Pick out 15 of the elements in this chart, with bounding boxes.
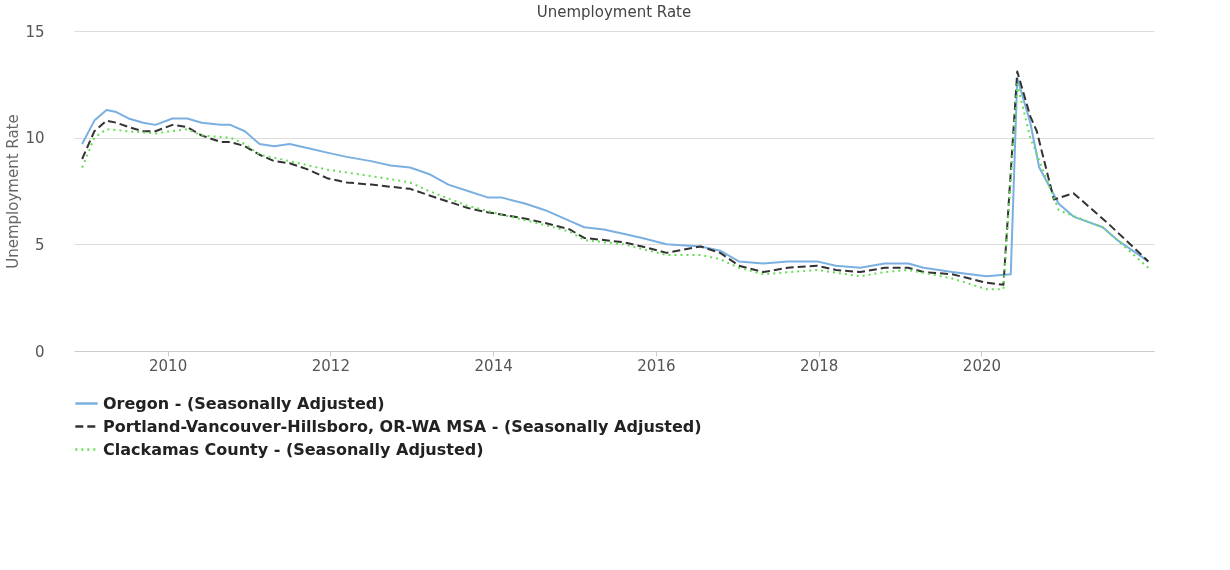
y-axis-title: Unemployment Rate	[4, 114, 23, 269]
legend-label: Clackamas County - (Seasonally Adjusted)	[103, 439, 484, 459]
x-tick-label: 2018	[800, 356, 839, 375]
x-tick-label: 2020	[962, 356, 1002, 375]
y-tick-label: 15	[25, 22, 45, 41]
y-tick-label: 0	[34, 342, 45, 361]
y-tick-label: 10	[25, 129, 45, 148]
chart-title: Unemployment Rate	[536, 3, 692, 21]
y-tick-label: 5	[34, 235, 45, 254]
x-tick-label: 2014	[474, 356, 513, 375]
x-tick-label: 2016	[637, 356, 676, 375]
legend-label: Oregon - (Seasonally Adjusted)	[103, 393, 385, 413]
x-tick-label: 2012	[311, 356, 350, 375]
legend-label: Portland-Vancouver-Hillsboro, OR-WA MSA - (Seasonally Adjusted)	[103, 416, 702, 436]
x-tick-label: 2010	[149, 356, 188, 375]
